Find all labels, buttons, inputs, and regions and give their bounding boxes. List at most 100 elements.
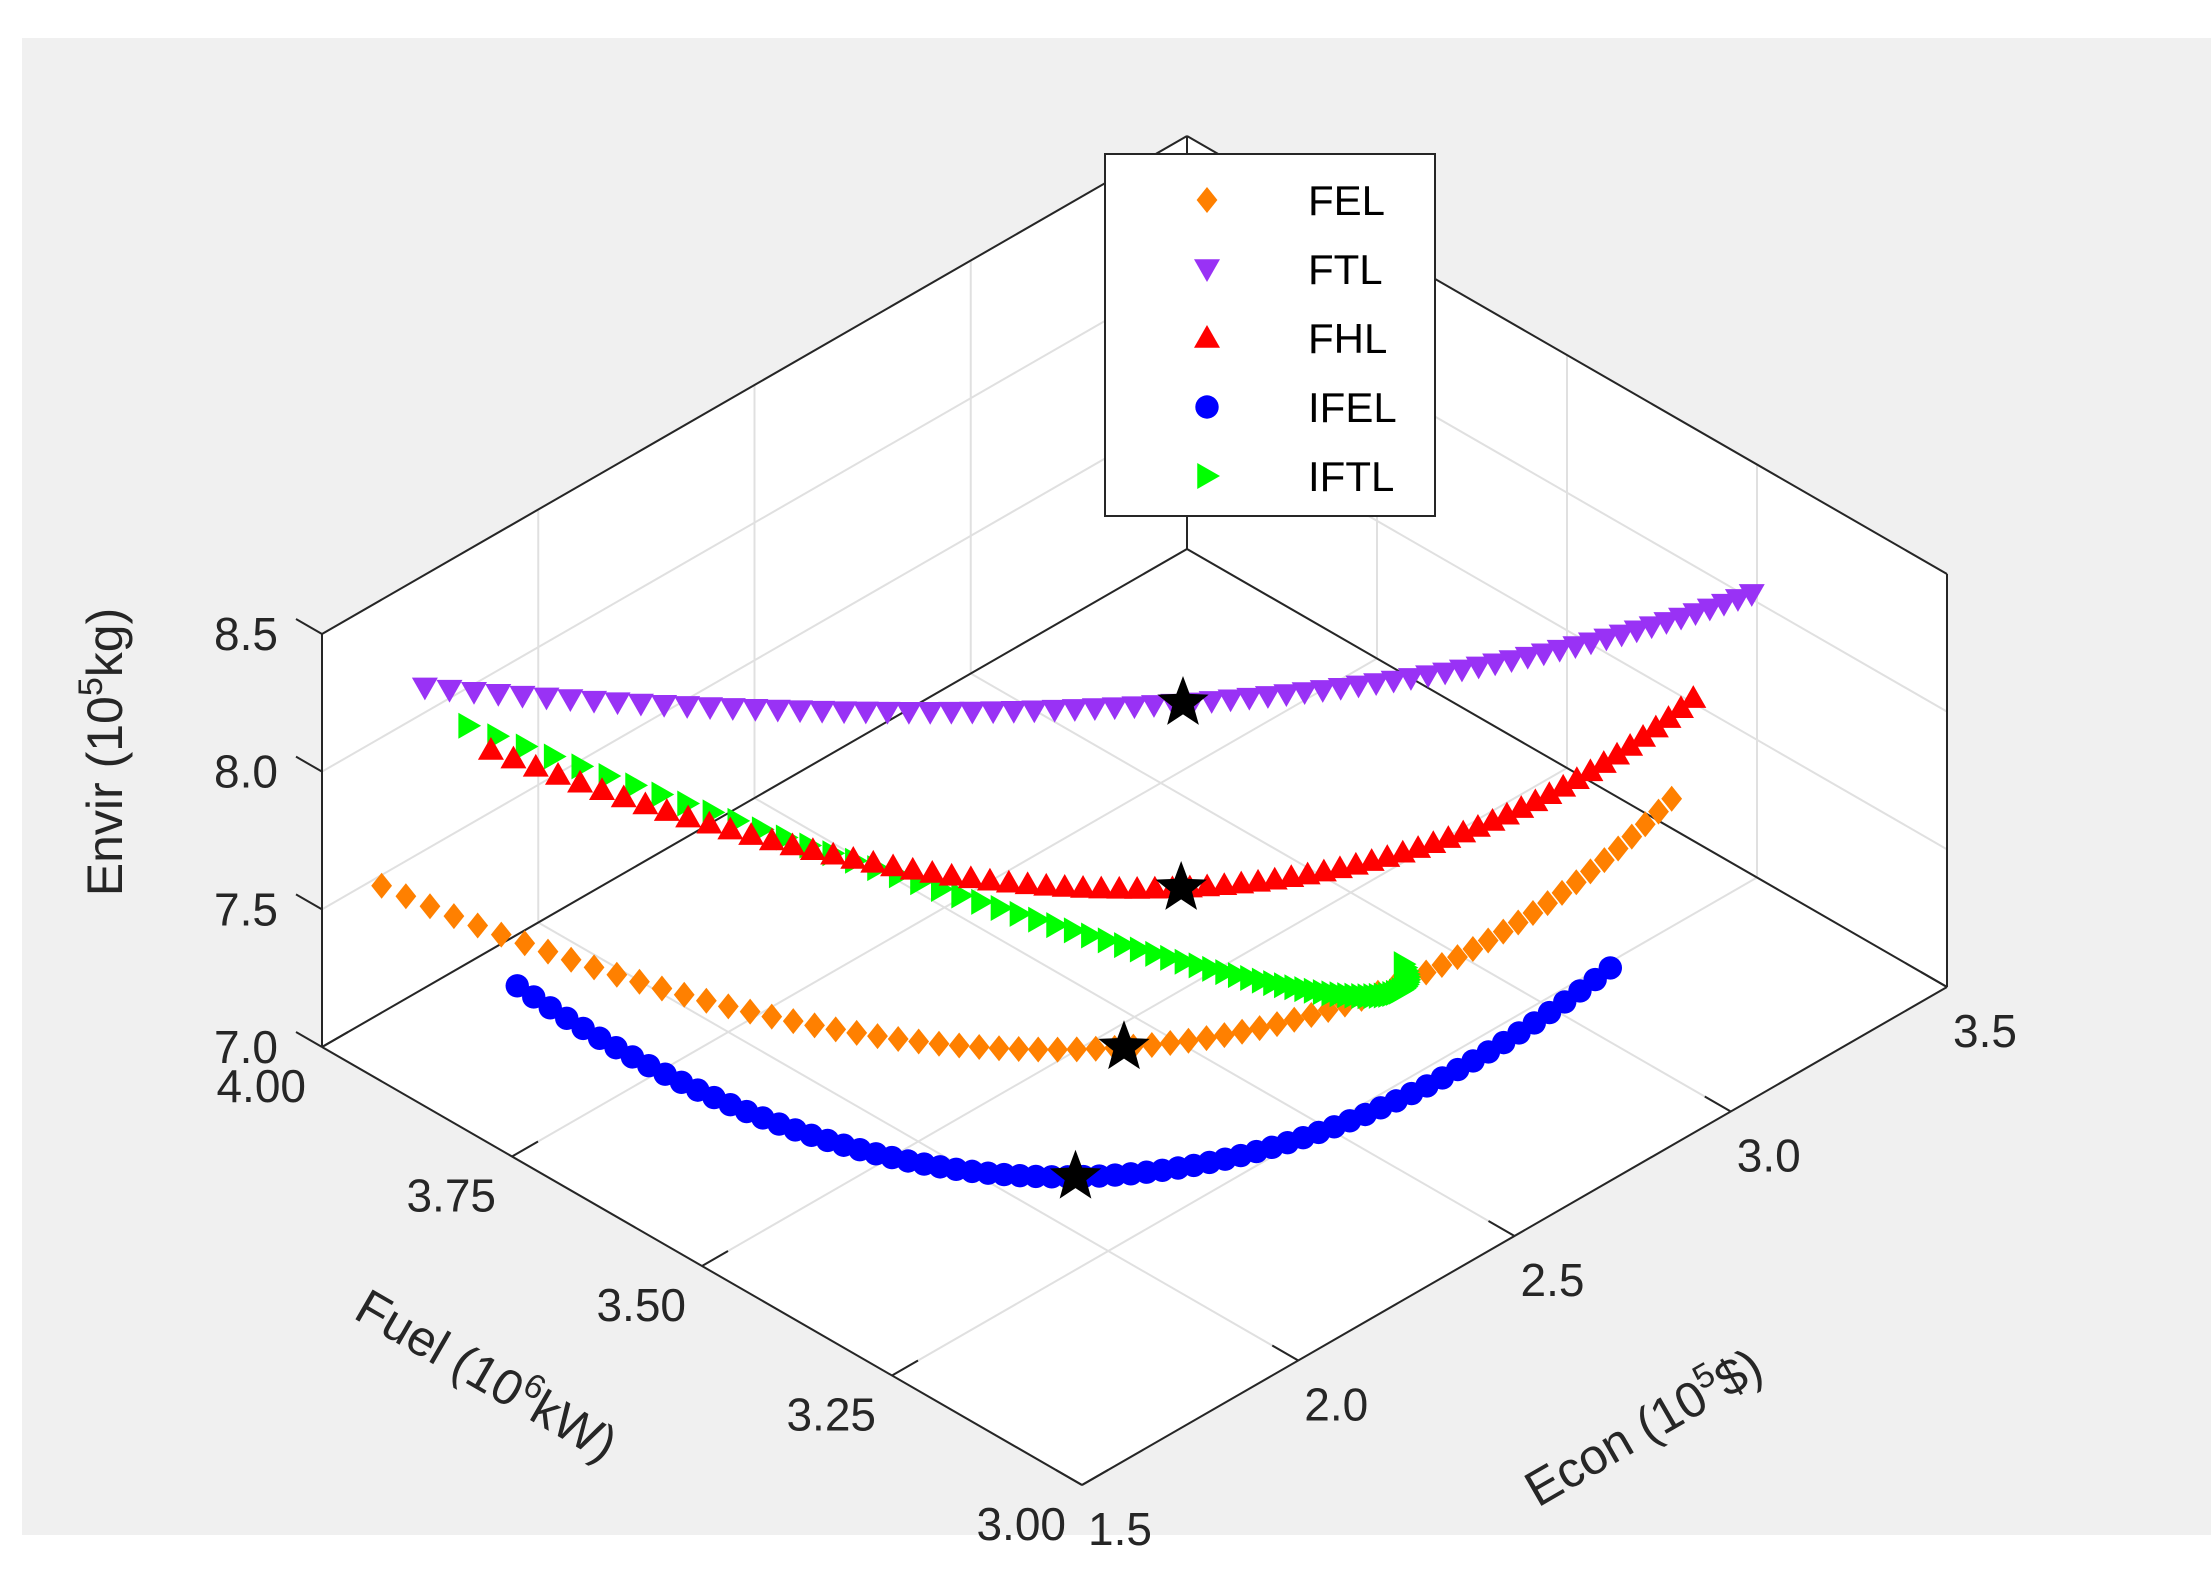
data-point-iftl [971,888,994,915]
data-point-iftl [625,772,649,799]
data-point-fhl [840,845,867,869]
data-point-fel [537,938,559,965]
data-point-fhl [738,822,765,845]
data-point-fel [1492,918,1514,945]
data-point-fel [1634,811,1656,838]
data-point-ftl [831,701,858,725]
data-point-fhl [1667,695,1694,719]
data-point-fel [1249,1015,1271,1042]
legend-label-fel: FEL [1308,177,1385,224]
data-point-fhl [1550,773,1577,797]
data-point-ftl [959,701,986,725]
data-point-fel [1621,823,1643,850]
data-point-fhl [717,816,744,840]
data-point-fel [887,1025,909,1052]
star-marker-ifel [1049,1149,1102,1199]
data-point-ftl [1041,699,1068,723]
data-point-fel [1047,1036,1068,1063]
legend-marker-fhl [1194,325,1220,348]
legend-marker-iftl [1197,463,1220,489]
data-point-ftl [1061,699,1088,722]
x-tick-label: 2.0 [1304,1379,1368,1431]
data-point-ftl [764,699,791,723]
data-point-fhl [1655,705,1682,728]
data-point-fhl [976,867,1003,891]
data-point-iftl [1114,932,1137,959]
data-point-ftl [787,700,814,724]
data-point-fel [606,961,628,988]
data-point-fhl [799,837,826,861]
z-tick-label: 8.0 [214,746,278,798]
data-point-fel [1066,1036,1088,1063]
data-point-ftl [1653,612,1680,635]
data-point-ftl [1415,665,1442,689]
data-point-fel [1213,1022,1235,1049]
y-tick [891,1359,919,1377]
data-point-fel [1196,1025,1217,1052]
data-point-fhl [1536,781,1563,805]
x-tick [1704,1095,1732,1113]
y-tick-label: 3.50 [596,1279,686,1331]
data-point-ftl [509,685,536,709]
data-point-iftl [1028,906,1051,933]
data-point-iftl [1202,955,1225,982]
data-point-fel [1522,899,1544,926]
data-point-iftl [571,753,595,780]
data-point-ftl [1101,697,1128,721]
data-point-ftl [533,687,560,711]
x-tick [1271,1344,1299,1362]
data-point-ftl [1363,673,1390,697]
optimal-markers [1049,676,1209,1199]
data-point-fel [1283,1006,1305,1033]
data-point-fhl [1450,819,1477,843]
data-point-fel [1648,798,1669,825]
data-point-fhl [675,804,702,828]
data-point-ftl [1530,643,1557,667]
data-point-fel [514,930,536,957]
data-point-ftl [1710,593,1737,617]
data-point-iftl [651,781,675,808]
data-point-iftl [1145,940,1169,967]
data-point-iftl [1063,917,1087,944]
series-fhl [477,685,1707,899]
data-point-fhl [938,862,965,886]
data-point-fel [717,993,739,1020]
data-point-ftl [1309,680,1336,703]
data-point-ftl [895,701,922,725]
data-point-ftl [1432,662,1459,686]
data-point-ftl [1623,620,1650,644]
data-point-fel [1447,944,1468,971]
data-point-fel [1085,1035,1107,1062]
data-point-fhl [588,777,615,801]
data-point-iftl [1097,927,1121,954]
series-fel [371,785,1683,1063]
data-point-ftl [1638,616,1665,640]
y-axis-label: Fuel (106kW) [346,1274,629,1472]
data-point-fel [695,987,717,1014]
data-point-ftl [1273,684,1300,707]
data-point-iftl [1046,912,1070,939]
data-point-ftl [1682,603,1709,626]
data-point-fhl [1680,685,1707,708]
data-point-ftl [1465,656,1492,680]
data-point-fhl [1194,873,1221,897]
data-point-fhl [779,832,806,856]
z-axis-label: Envir (105kg) [72,608,133,896]
data-point-ftl [1608,624,1635,648]
data-point-fel [1008,1036,1030,1062]
data-point-fhl [758,827,785,851]
data-point-fel [908,1028,930,1055]
data-point-fel [583,954,605,981]
data-point-iftl [1188,952,1212,979]
data-point-fel [629,968,650,995]
data-point-fhl [880,853,907,877]
data-point-fhl [1604,741,1631,765]
data-point-fel [825,1016,847,1043]
data-point-fel [1027,1036,1049,1063]
legend-marker-fel [1196,187,1218,213]
data-point-fel [1159,1030,1181,1057]
data-point-fhl [820,841,847,865]
data-point-fel [651,975,673,1002]
